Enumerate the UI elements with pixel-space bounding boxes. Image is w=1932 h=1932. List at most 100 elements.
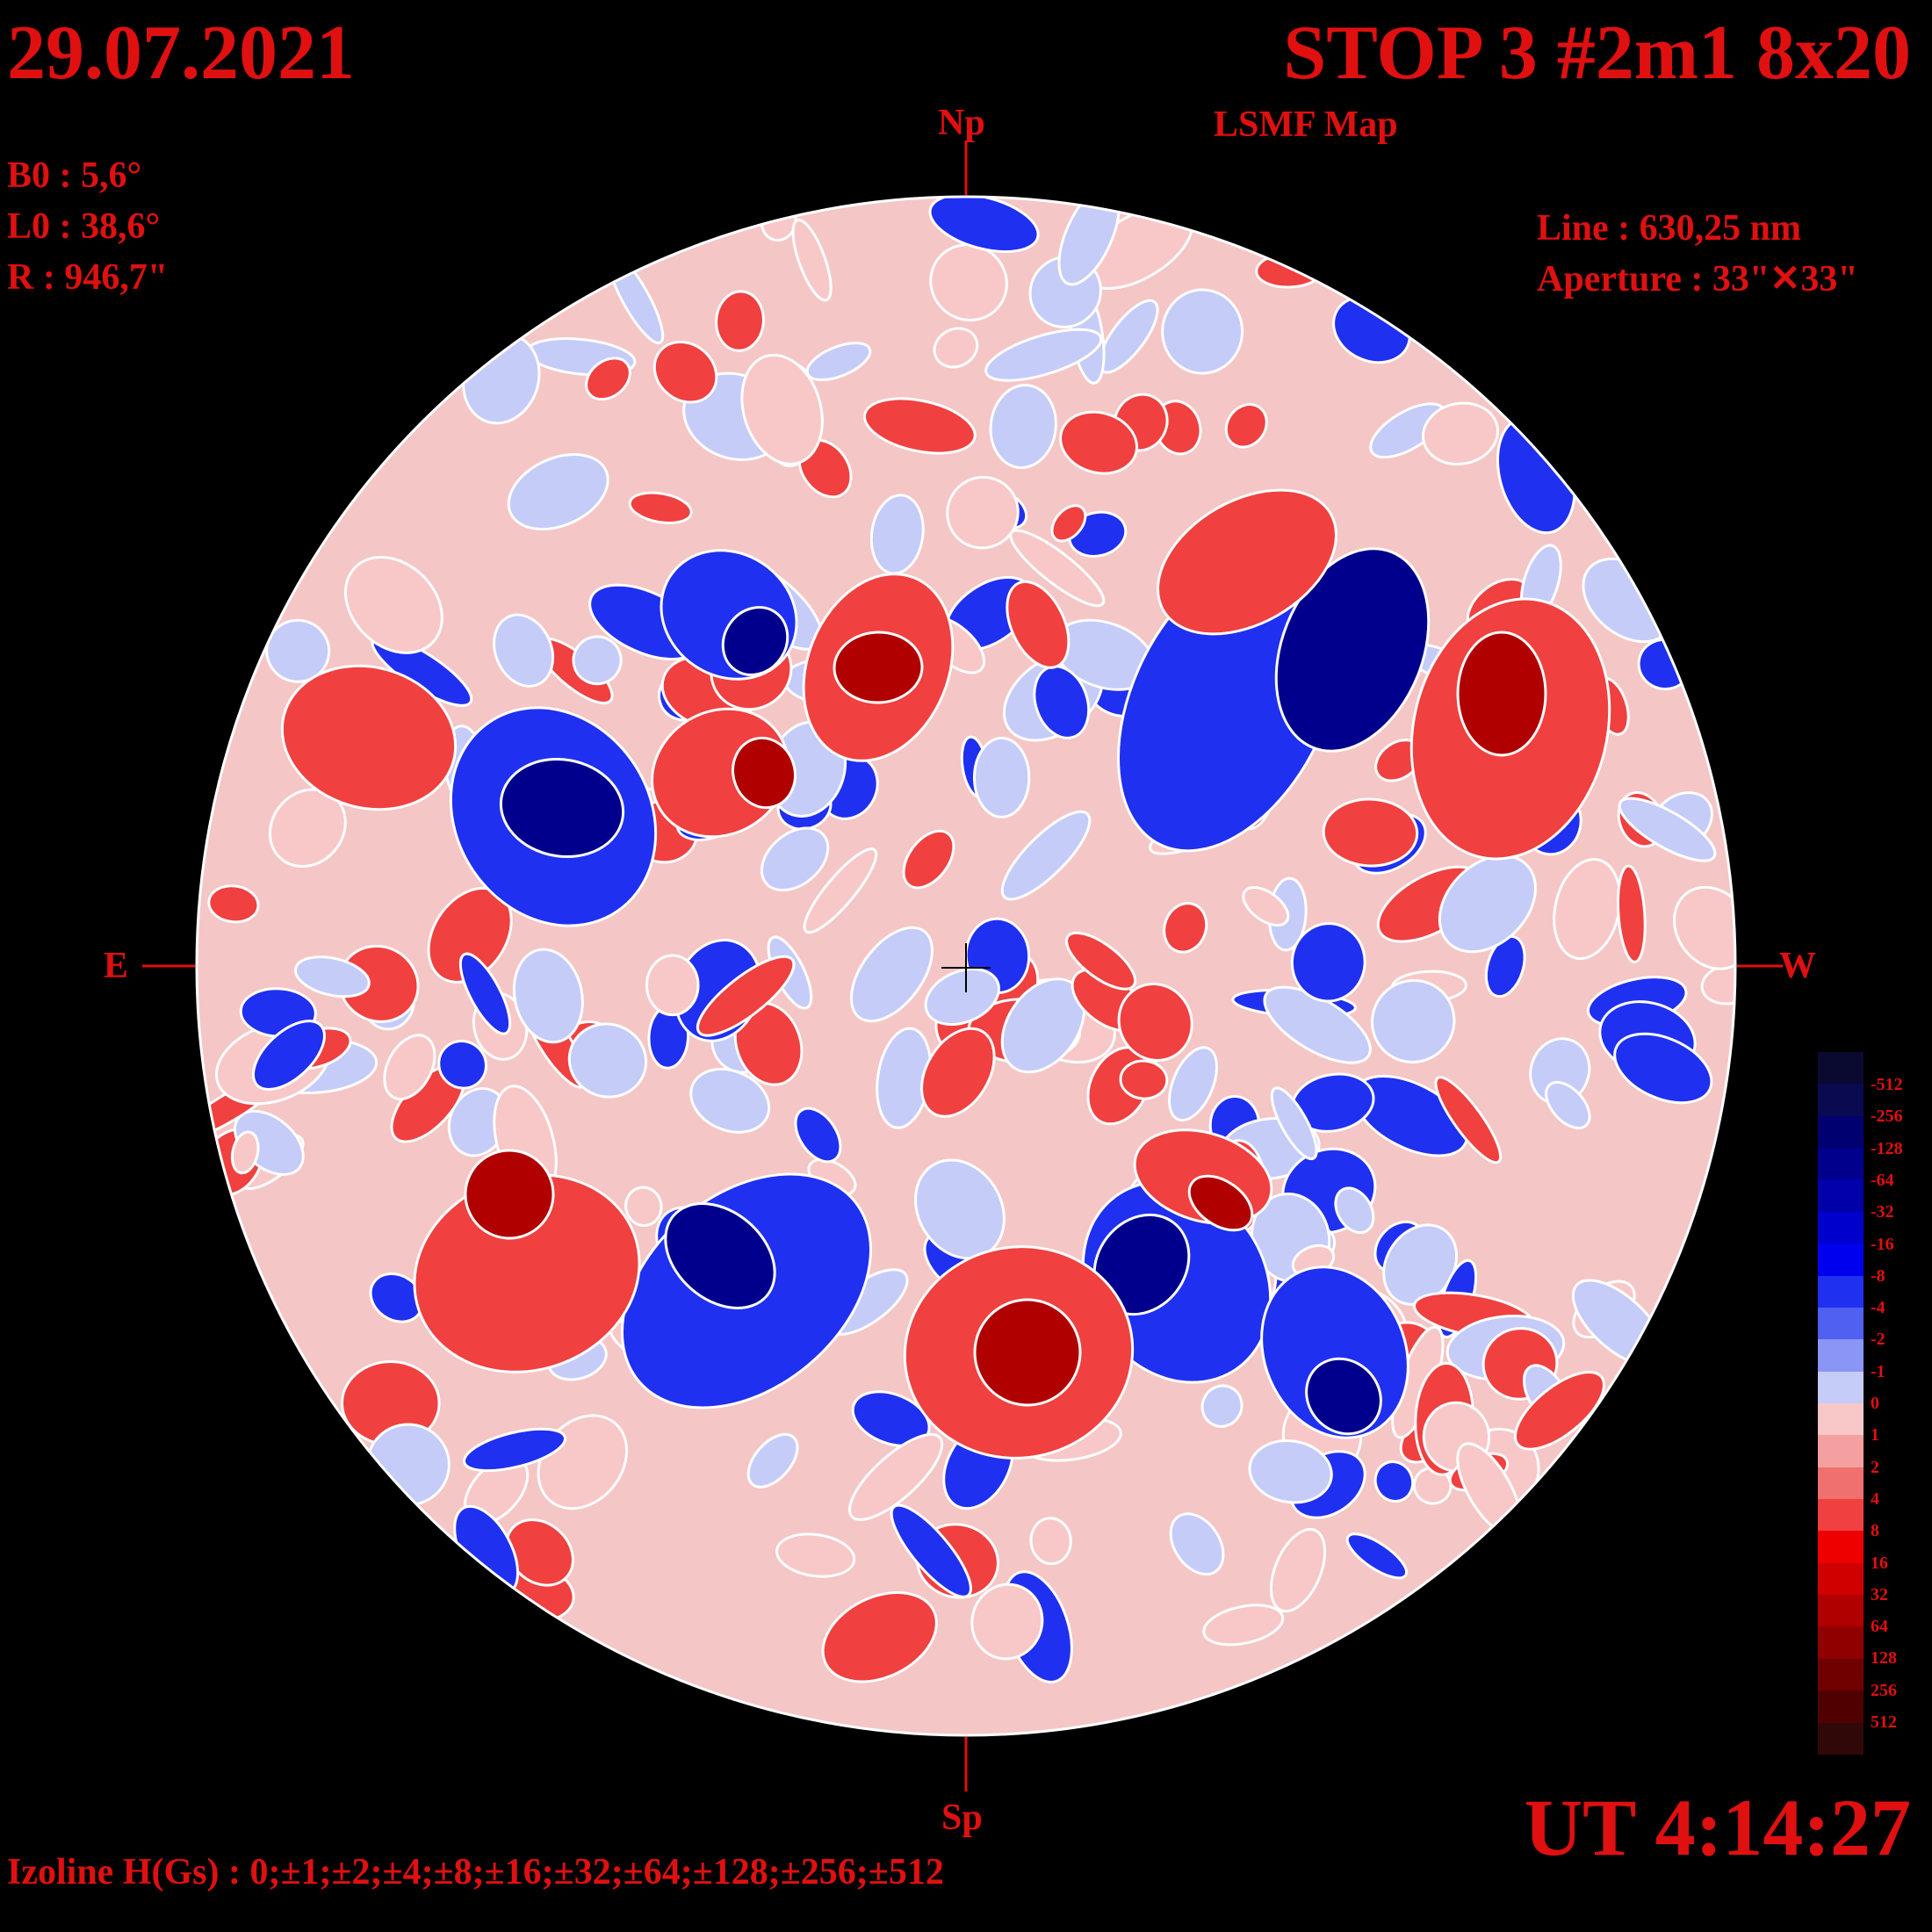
active-region (1305, 1357, 1382, 1436)
field-patch (1345, 1532, 1409, 1580)
color-scale-swatch (1818, 1499, 1864, 1532)
color-scale-swatch (1818, 1690, 1864, 1723)
field-patch (1421, 401, 1500, 465)
field-patch (1029, 1517, 1072, 1566)
color-scale-swatch (1818, 1595, 1864, 1627)
field-patch (1270, 1086, 1318, 1161)
field-patch (230, 1130, 260, 1175)
field-patch (1224, 403, 1268, 449)
field-patch (928, 197, 1040, 254)
field-patch (984, 328, 1103, 382)
color-scale-tick-label: 2 (1871, 1457, 1879, 1477)
color-scale-swatch (1818, 1244, 1864, 1276)
field-patch (851, 1390, 931, 1447)
field-patch (624, 1186, 663, 1227)
field-patch (803, 847, 878, 934)
active-region (1187, 1174, 1254, 1232)
field-patch (1371, 978, 1456, 1063)
east-label: E (104, 946, 129, 986)
map-type-label: LSMF Map (1214, 105, 1398, 145)
field-patch (1290, 922, 1366, 1003)
active-region (732, 736, 797, 810)
field-patch (567, 1022, 648, 1099)
color-scale-tick-label: -2 (1871, 1330, 1885, 1350)
field-patch (505, 1518, 574, 1587)
west-label: W (1779, 946, 1816, 986)
color-scale-tick-label: 512 (1871, 1712, 1897, 1732)
field-patch (715, 290, 765, 352)
color-scale-tick-label: -32 (1871, 1202, 1894, 1222)
active-region (721, 606, 789, 676)
color-scale-tick-label: -1 (1871, 1361, 1885, 1381)
active-region (973, 1298, 1082, 1407)
field-patch (847, 1432, 944, 1521)
color-scale-tick-label: 1 (1871, 1425, 1879, 1445)
field-patch (1050, 504, 1087, 543)
color-scale-tick-label: 64 (1871, 1617, 1888, 1637)
color-scale-swatch (1818, 1339, 1864, 1372)
field-patch (1202, 1604, 1285, 1647)
field-patch (628, 491, 693, 524)
field-patch (1513, 1371, 1605, 1451)
field-patch (1269, 1527, 1327, 1613)
field-patch (775, 1532, 856, 1578)
active-region (464, 1149, 555, 1240)
field-patch (493, 613, 555, 688)
field-patch (1263, 985, 1372, 1064)
field-patch (1006, 580, 1071, 669)
field-patch (821, 1591, 938, 1683)
field-patch (293, 955, 371, 998)
color-scale-tick-label: 16 (1871, 1553, 1888, 1573)
radius-value: R : 946,7" (7, 257, 169, 298)
active-region (1157, 488, 1337, 636)
color-scale-swatch (1818, 1626, 1864, 1659)
field-patch (572, 635, 623, 686)
field-patch (463, 1427, 566, 1473)
field-patch (794, 1107, 842, 1164)
field-patch (1057, 197, 1121, 286)
color-scale-bar (1818, 1052, 1864, 1755)
color-scale-swatch (1818, 1531, 1864, 1563)
field-patch (1673, 885, 1735, 970)
color-scale-swatch (1818, 1115, 1864, 1149)
izoline-legend: Izoline H(Gs) : 0;±1;±2;±4;±8;±16;±32;±6… (7, 1852, 944, 1892)
field-patch (507, 453, 609, 531)
color-scale-tick-label: -16 (1871, 1234, 1894, 1254)
field-patch (1065, 931, 1137, 991)
b0-value: B0 : 5,6° (7, 155, 142, 196)
field-patch (920, 1027, 996, 1118)
color-scale-tick-label: -128 (1871, 1138, 1903, 1158)
active-region (833, 631, 924, 704)
field-patch (512, 948, 584, 1044)
field-patch (989, 383, 1057, 470)
field-patch (849, 926, 934, 1023)
field-patch (458, 952, 512, 1035)
field-patch (652, 340, 718, 404)
field-patch (1484, 934, 1526, 998)
active-region (664, 1202, 776, 1309)
field-patch (1334, 1186, 1375, 1235)
active-region (499, 757, 625, 859)
color-scale-swatch (1818, 1084, 1864, 1116)
color-scale-swatch (1818, 1658, 1864, 1691)
field-patch (970, 1582, 1044, 1661)
active-region (280, 664, 458, 811)
active-region (1274, 547, 1431, 753)
field-patch (383, 1034, 436, 1100)
field-patch (1613, 1032, 1713, 1105)
field-patch (863, 397, 977, 455)
color-scale-swatch (1818, 1402, 1864, 1436)
field-patch (343, 556, 443, 654)
field-patch (929, 243, 1008, 322)
field-patch (251, 1020, 326, 1092)
color-scale-swatch (1818, 1211, 1864, 1244)
color-scale-tick-label: -256 (1871, 1107, 1903, 1127)
color-scale-tick-label: 256 (1871, 1680, 1897, 1700)
field-patch (1059, 410, 1139, 475)
field-patch (585, 357, 631, 401)
station-title: STOP 3 #2m1 8x20 (1283, 11, 1911, 96)
field-patch (689, 1067, 771, 1134)
l0-value: L0 : 38,6° (7, 206, 161, 247)
field-patch (1373, 1460, 1415, 1503)
